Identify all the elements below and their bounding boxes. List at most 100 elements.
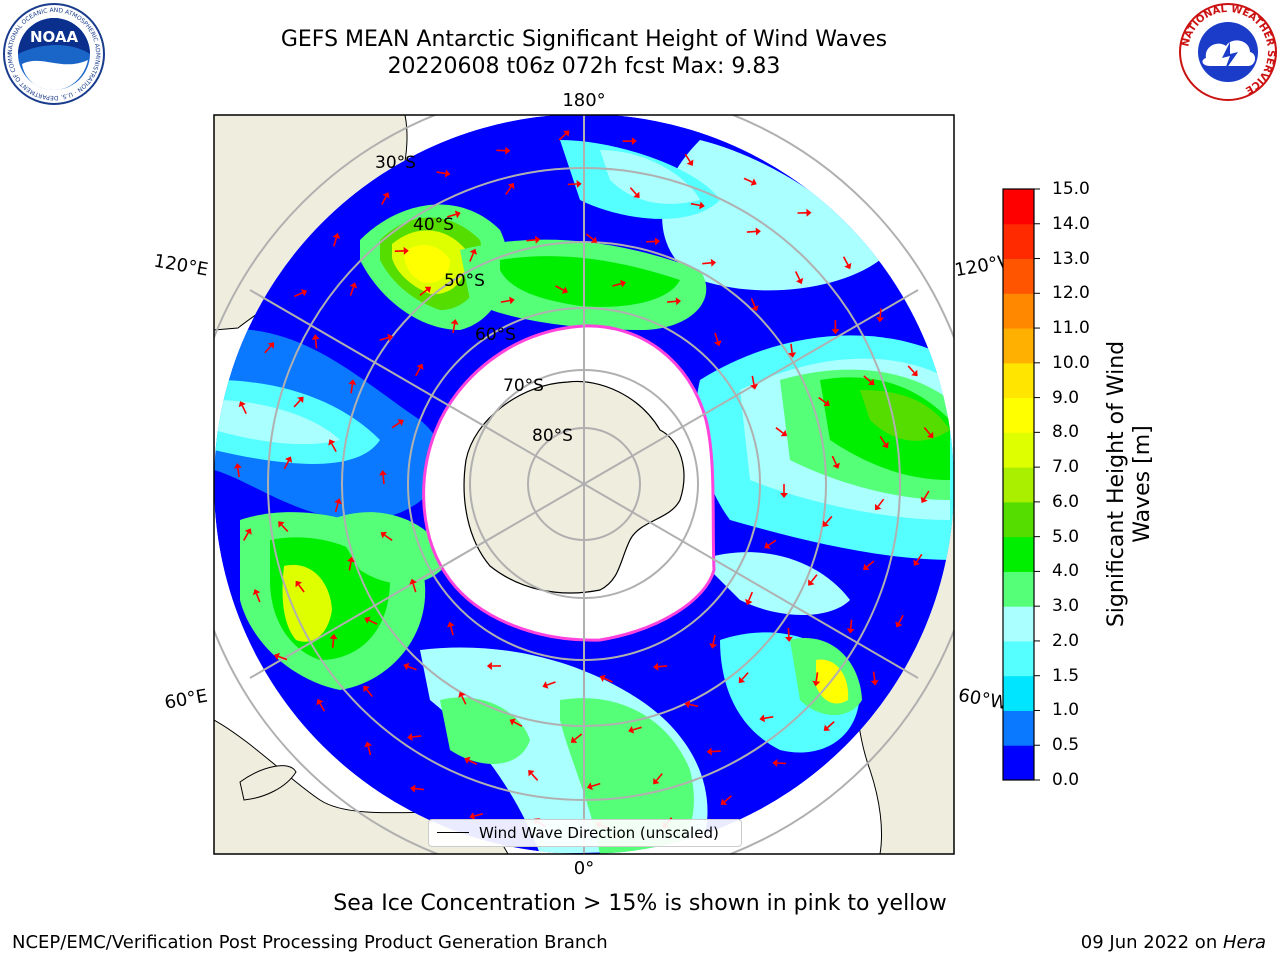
wave-arrow-head [745,598,753,606]
wave-arrow-head [364,741,372,748]
wave-arrow-head [509,718,516,726]
wave-arrow-shaft [294,291,303,298]
wave-arrow-shaft [384,534,393,541]
graticule [214,115,954,854]
wave-arrow-shaft [815,672,819,682]
colorbar-tick-label: 10.0 [1052,352,1090,373]
colorbar-segment [1003,362,1034,399]
wave-arrow-head [895,621,903,628]
wave-arrow-head [364,616,371,624]
wave-arrow-head [822,520,829,527]
wave-arrow-shaft [790,343,793,353]
wave-arrow-shaft [255,593,261,603]
nws-logo-icon: NATIONAL WEATHER SERVICE [1179,3,1277,101]
wave-arrow-shaft [348,561,352,571]
wave-arrow-shaft [879,436,886,445]
lat-label-30s: 30°S [375,153,416,173]
wave-arrow-head [397,419,404,426]
colorbar-segment [1003,606,1034,642]
wave-arrow-head [846,628,855,634]
wave-arrow-head [675,297,681,306]
wave-arrow-head [403,662,410,671]
wave-arrow-head [576,180,582,188]
wave-arrow-head [620,279,626,288]
wave-arrow-shaft [293,399,301,408]
colorbar-segment [1003,710,1034,746]
wave-arrow-head [796,277,804,285]
wave-arrow-head [633,191,640,199]
chart-title: GEFS MEAN Antarctic Significant Height o… [280,27,888,52]
wave-arrow-shaft [916,553,923,563]
wave-arrow-shaft [473,813,483,817]
wave-arrow-shaft [711,750,721,753]
lat-label-50s: 50°S [444,271,485,291]
wave-arrow-shaft [748,591,754,601]
wave-arrow-head [764,542,771,549]
wave-arrow-head [720,798,728,805]
wave-arrow-head [563,130,570,137]
wave-arrow-head [823,724,831,731]
wave-arrow-shaft [331,443,337,452]
wave-arrow-head [628,726,635,734]
wave-arrow-head [348,379,357,385]
colorbar-segment [1003,745,1034,781]
wave-arrow-head [507,182,515,190]
wave-arrow-shaft [379,336,389,341]
wave-arrow-head [295,580,302,588]
colorbar-segment [1003,189,1034,225]
wave-arrow-head [788,352,797,358]
wave-arrow-head [444,169,451,178]
wave-arrow-shaft [877,498,885,507]
legend-line-icon [437,832,469,833]
wave-arrow-shaft [468,759,478,766]
wave-arrow-head [407,733,413,741]
footer-date-text: 09 Jun 2022 on [1080,932,1223,953]
wave-arrow-shaft [767,539,777,547]
lat-label-40s: 40°S [413,215,454,235]
colorbar-segment [1003,258,1034,294]
wave-arrow-shaft [505,186,512,195]
wave-arrow-head [755,227,761,236]
wave-arrow-head [244,528,252,535]
footer-date: 09 Jun 2022 on Hera [1081,932,1266,954]
wave-arrow-head [332,233,341,239]
footer-machine: Hera [1222,932,1266,953]
wave-arrow-head [403,246,409,255]
wave-arrow-head [301,289,308,297]
colorbar-segment [1003,536,1034,572]
wave-arrow-shaft [382,474,385,485]
wave-arrow-shaft [558,133,567,141]
wave-arrow-head [233,463,242,469]
wave-arrow-shaft [513,721,523,727]
wave-arrow-head [808,579,815,586]
wave-arrow-head [416,363,424,370]
colorbar-tick-label: 13.0 [1052,248,1090,269]
wave-arrow-shaft [469,252,475,262]
wave-arrow-shaft [741,672,749,680]
wave-arrow-head [329,633,338,640]
wave-arrow-head [363,685,370,693]
wave-arrow-head [881,441,889,449]
wave-arrow-shaft [629,187,637,195]
wave-arrow-shaft [775,427,784,434]
wave-arrow-head [311,334,320,340]
wave-arrow-shaft [237,467,240,478]
wave-arrow-head [913,559,920,566]
wave-arrow-head [784,636,793,642]
wave-arrow-shaft [923,426,931,436]
wave-arrow-shaft [414,367,421,377]
wave-arrow-head [238,401,246,408]
antarctica-land [463,380,685,594]
wave-arrow-head [528,770,535,777]
wave-arrow-head [823,399,830,407]
wave-arrow-shaft [412,583,417,593]
wave-arrow-shaft [632,726,642,731]
colorbar-label: Significant Height of Wind Waves [m] [1104,340,1155,628]
wave-arrow-shaft [350,384,354,394]
colorbar-tick-label: 0.5 [1052,735,1080,756]
wave-arrow-shaft [461,695,467,705]
wave-arrow-shaft [555,285,564,291]
wave-arrow-head [927,431,934,439]
wave-arrow-shaft [750,298,756,308]
